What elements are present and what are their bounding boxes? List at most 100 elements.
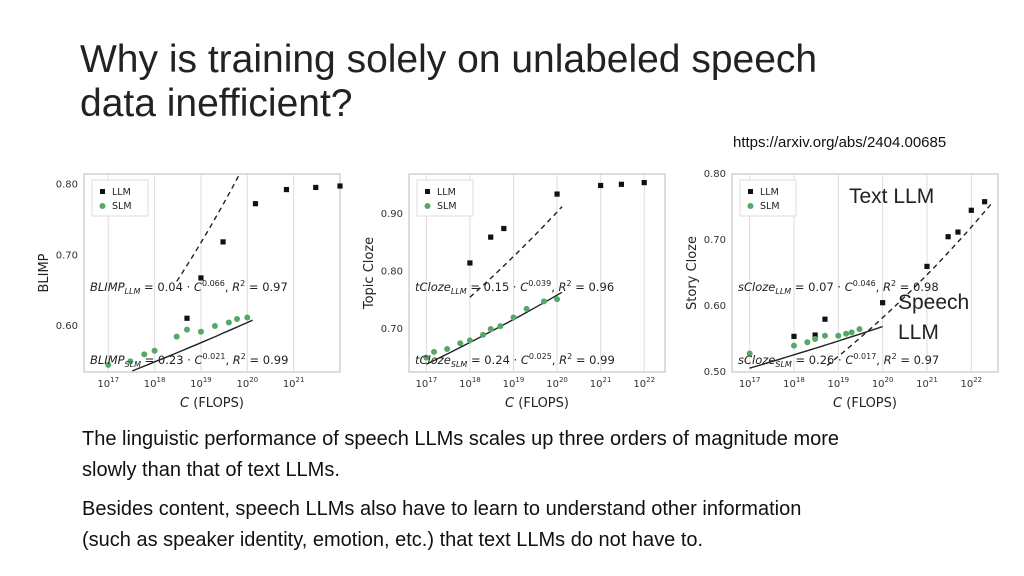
- slm-data-point: [848, 329, 855, 336]
- slm-data-point: [746, 350, 753, 357]
- llm-data-point: [880, 300, 886, 306]
- y-tick-label: 0.50: [704, 367, 726, 378]
- legend-slm-marker: [424, 203, 431, 209]
- eq-r2: = 0.97: [245, 280, 288, 294]
- x-axis-label: C (FLOPS): [180, 396, 244, 411]
- speech-llm-annotation: Speech LLM: [898, 288, 969, 348]
- eq-sep: ,: [225, 353, 232, 367]
- eq-exponent: 0.025: [529, 352, 552, 361]
- slm-fit-equation: BLIMPSLM = 0.23 · C0.021, R2 = 0.99: [90, 352, 288, 369]
- slm-data-point: [431, 348, 438, 355]
- x-tick-label-base: 10: [633, 379, 646, 390]
- x-tick-label: 1021: [283, 376, 305, 390]
- x-tick-label-base: 10: [827, 379, 840, 390]
- slide-title-line-2: data inefficient?: [80, 82, 353, 125]
- paper-link[interactable]: https://arxiv.org/abs/2404.00685: [733, 134, 947, 151]
- slm-data-point: [812, 336, 819, 342]
- eq-var: C: [845, 280, 853, 294]
- eq-r: R: [233, 353, 241, 367]
- speech-llm-annotation-line-1: Speech: [898, 291, 970, 314]
- slm-data-point: [423, 354, 430, 361]
- llm-data-point: [641, 180, 647, 186]
- x-tick-label: 1019: [827, 376, 849, 390]
- eq-coef: = 0.15 ·: [467, 280, 521, 294]
- x-tick-label: 1022: [960, 376, 982, 390]
- x-tick-label-exp: 18: [796, 376, 805, 384]
- legend-box: [91, 179, 149, 217]
- slm-data-point: [457, 340, 464, 347]
- eq-subscript: LLM: [775, 287, 791, 296]
- slm-data-point: [510, 314, 517, 321]
- slm-fit-line: [749, 325, 883, 369]
- llm-data-point: [220, 239, 226, 245]
- y-tick-label: 0.70: [56, 250, 78, 261]
- slide-title-line-1: Why is training solely on unlabeled spee…: [80, 38, 818, 81]
- x-tick-label-exp: 18: [472, 376, 481, 384]
- eq-subscript: LLM: [451, 287, 467, 296]
- x-tick-label-base: 10: [283, 379, 296, 390]
- y-axis-label: Topic Cloze: [362, 237, 377, 310]
- legend-slm-label: SLM: [760, 201, 780, 212]
- llm-data-point: [501, 225, 507, 232]
- y-tick-label: 0.80: [56, 180, 78, 191]
- chart-svg-2: 1017 1018 1019 1020 1021 10220.500.600.700.80…: [685, 169, 999, 411]
- slm-data-point: [211, 323, 218, 330]
- x-tick-label-base: 10: [546, 379, 559, 390]
- llm-data-point: [283, 186, 290, 193]
- eq-r2: = 0.96: [572, 280, 615, 294]
- x-tick-label-exp: 22: [973, 376, 982, 384]
- x-axis-label-unit: (FLOPS): [514, 396, 569, 411]
- eq-var: C: [845, 353, 853, 367]
- x-axis-label-var: C: [505, 396, 515, 411]
- eq-r-exp: 2: [241, 352, 246, 361]
- eq-prefix: tCloze: [415, 353, 451, 367]
- eq-r: R: [559, 353, 567, 367]
- eq-r-exp: 2: [892, 352, 897, 361]
- slm-data-point: [234, 315, 241, 322]
- legend-llm-label: LLM: [760, 187, 779, 198]
- legend-slm-marker: [99, 203, 106, 209]
- slm-data-point: [480, 331, 487, 338]
- slm-data-point: [821, 332, 828, 339]
- x-tick-label-exp: 22: [646, 376, 655, 384]
- llm-data-point: [945, 234, 951, 240]
- text-llm-annotation: Text LLM: [849, 185, 935, 208]
- eq-coef: = 0.07 ·: [791, 280, 845, 294]
- x-tick-label-exp: 19: [840, 376, 849, 384]
- eq-r: R: [883, 280, 891, 294]
- eq-exponent: 0.021: [203, 352, 226, 361]
- eq-sep: ,: [876, 353, 883, 367]
- x-tick-label-exp: 20: [559, 376, 568, 384]
- eq-coef: = 0.23 ·: [141, 353, 195, 367]
- eq-subscript: SLM: [451, 360, 468, 369]
- x-tick-label: 1020: [872, 376, 894, 390]
- legend-slm-label: SLM: [437, 201, 457, 212]
- llm-data-point: [812, 332, 818, 338]
- slm-fit-equation: sClozeSLM = 0.26 · C0.017, R2 = 0.97: [738, 352, 939, 369]
- eq-r: R: [884, 353, 892, 367]
- x-tick-label-base: 10: [872, 379, 885, 390]
- x-axis-label: C (FLOPS): [833, 396, 897, 411]
- slm-data-point: [244, 314, 251, 321]
- x-tick-label: 1022: [633, 376, 655, 390]
- slm-fit-equation: tClozeSLM = 0.24 · C0.025, R2 = 0.99: [415, 352, 615, 369]
- x-tick-label-base: 10: [590, 379, 603, 390]
- x-axis-label: C (FLOPS): [505, 396, 569, 411]
- legend-llm-label: LLM: [112, 187, 131, 198]
- slm-data-point: [151, 347, 158, 354]
- eq-r: R: [559, 280, 567, 294]
- x-tick-label: 1019: [190, 376, 212, 390]
- x-tick-label: 1018: [459, 376, 481, 390]
- slm-data-point: [523, 305, 530, 312]
- slm-data-point: [173, 333, 180, 340]
- llm-fit-equation: tClozeLLM = 0.15 · C0.039, R2 = 0.96: [415, 279, 614, 296]
- chart-topic-cloze: 1017 1018 1019 1020 1021 1022 0.70 0.80 0.90 C (F…: [355, 168, 675, 418]
- eq-sep: ,: [552, 353, 559, 367]
- x-tick-label-exp: 21: [929, 376, 938, 384]
- explanation-line-1: Besides content, speech LLMs also have t…: [82, 498, 802, 520]
- explanation-line-2: (such as speaker identity, emotion, etc.…: [82, 529, 704, 551]
- llm-data-point: [822, 316, 828, 322]
- x-tick-label: 1021: [916, 376, 938, 390]
